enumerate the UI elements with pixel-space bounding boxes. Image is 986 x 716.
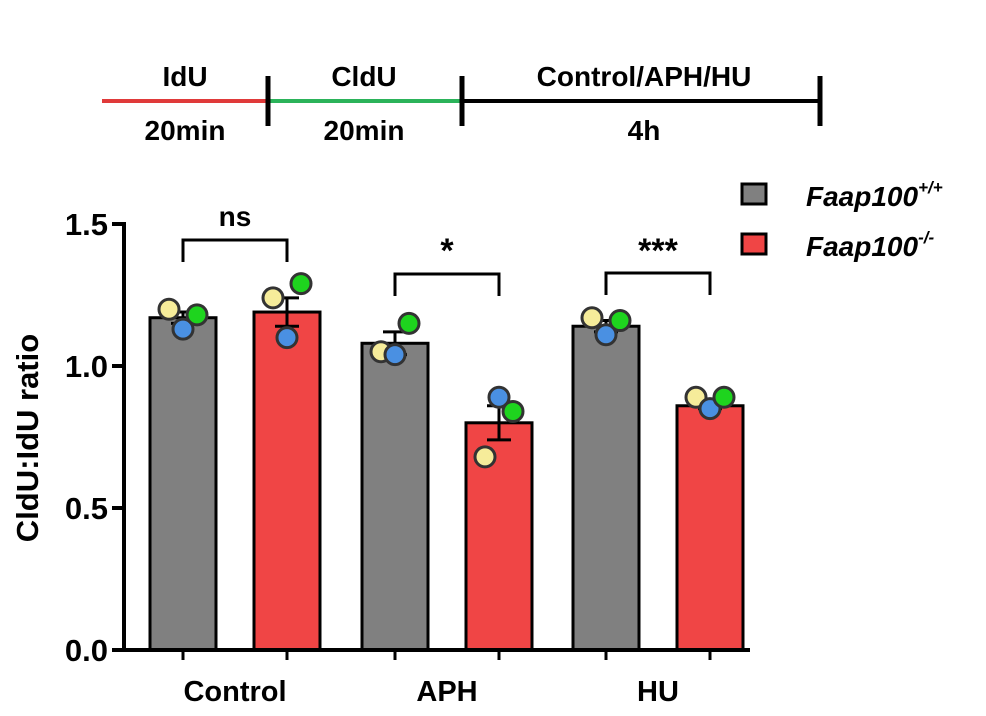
replicate-point (594, 323, 618, 347)
bar-control-series-0 (148, 316, 218, 652)
significance-layer: ns* *** (181, 201, 712, 296)
significance-bracket (604, 271, 712, 295)
x-tick-labels: Control APH HU (183, 676, 678, 708)
replicate-point (487, 385, 511, 409)
bar-chart: CldU:IdU ratio 0.00.51.01.5 ns* *** Contr… (10, 201, 750, 708)
axes-layer: 0.0 0.5 1.0 1.5 (65, 207, 750, 668)
labeling-timeline: IdU 20min CldU 20min Control/APH/HU 4h (102, 61, 823, 146)
bars-layer (148, 296, 745, 652)
timeline-label-cldu: CldU (331, 61, 396, 92)
bar-control-series-1 (252, 310, 322, 652)
y-tick-label: 1.0 (65, 349, 108, 384)
replicate-point (289, 272, 313, 296)
legend: Faap100+/+ Faap100-/- (740, 178, 943, 262)
timeline-label-treatment: Control/APH/HU (537, 61, 752, 92)
y-tick-label: 0.5 (65, 491, 108, 526)
replicate-point (157, 297, 181, 321)
timeline-label-idu: IdU (162, 61, 207, 92)
replicate-point (580, 306, 604, 330)
legend-item-knockout: Faap100-/- (740, 228, 934, 262)
y-tick-label: 1.5 (65, 207, 108, 242)
bar-hu-series-0 (571, 324, 641, 652)
y-axis-label: CldU:IdU ratio (10, 334, 45, 542)
legend-item-wildtype: Faap100+/+ (740, 178, 943, 212)
legend-swatch-wildtype (740, 182, 768, 206)
replicate-point (501, 399, 525, 423)
replicate-point (275, 326, 299, 350)
legend-label-knockout: Faap100-/- (806, 228, 934, 262)
legend-label-wildtype: Faap100+/+ (806, 178, 943, 212)
replicate-point (383, 343, 407, 367)
y-tick-label: 0.0 (65, 633, 108, 668)
bar-aph-series-0 (360, 341, 430, 652)
timeline-duration-treatment: 4h (628, 115, 661, 146)
bar-hu-series-1 (675, 404, 745, 652)
significance-label: * (440, 232, 454, 270)
timeline-duration-cldu: 20min (324, 115, 405, 146)
x-tick-label-aph: APH (416, 676, 477, 708)
points-layer (157, 272, 736, 469)
replicate-point (171, 317, 195, 341)
replicate-point (397, 311, 421, 335)
replicate-point (261, 286, 285, 310)
replicate-point (712, 385, 736, 409)
replicate-point (608, 309, 632, 333)
replicate-point (185, 303, 209, 327)
significance-bracket (181, 238, 289, 262)
x-tick-label-control: Control (183, 676, 286, 708)
x-tick-label-hu: HU (637, 676, 679, 708)
timeline-duration-idu: 20min (145, 115, 226, 146)
significance-bracket (393, 272, 501, 296)
legend-swatch-knockout (740, 232, 768, 256)
significance-label: ns (219, 201, 252, 232)
significance-label: *** (638, 232, 678, 270)
replicate-point (473, 445, 497, 469)
